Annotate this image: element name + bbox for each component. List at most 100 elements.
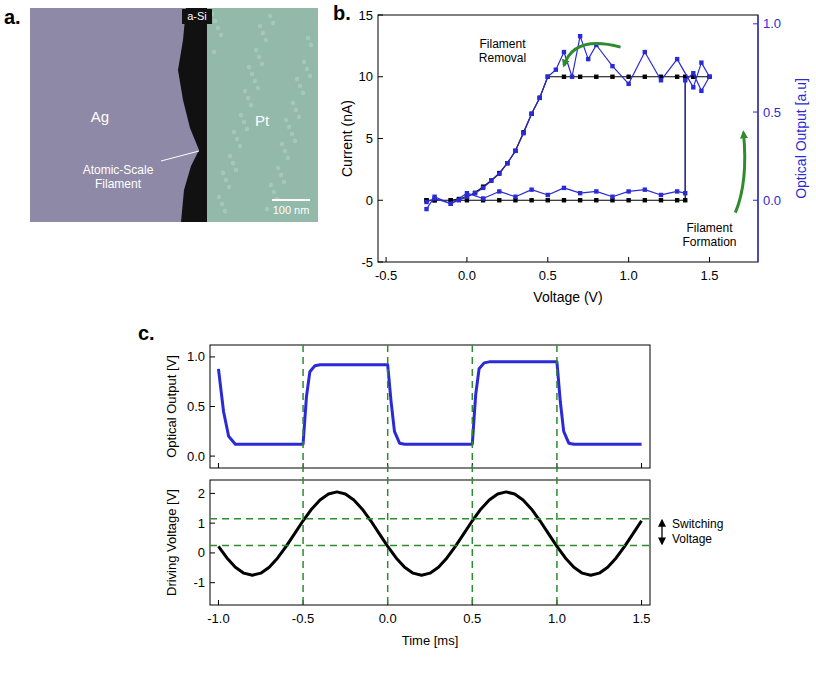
x-tick [466, 257, 467, 262]
grain [298, 84, 302, 88]
scale-bar [272, 199, 310, 201]
data-point [610, 195, 614, 199]
grain [254, 48, 258, 52]
micrograph: a-SiAgPtAtomic-ScaleFilament100 nm [30, 8, 318, 222]
data-point [659, 193, 663, 197]
data-point [675, 75, 679, 79]
y2-axis-line [757, 15, 758, 262]
y-tick [210, 582, 215, 583]
annotation: SwitchingVoltage [672, 517, 723, 546]
direction-arrow [564, 44, 621, 66]
y-tick-label: 0 [198, 545, 205, 560]
data-point [570, 75, 574, 79]
data-point [505, 161, 509, 165]
y-tick-label: -1 [193, 575, 205, 590]
data-point [562, 50, 566, 54]
data-point [513, 149, 517, 153]
data-point [529, 112, 533, 116]
filament-label: Atomic-ScaleFilament [83, 163, 154, 191]
data-point [513, 149, 517, 153]
x-tick [641, 463, 642, 468]
data-point [497, 189, 501, 193]
grain [224, 178, 228, 182]
data-point [659, 198, 663, 202]
data-point [626, 189, 630, 193]
grain [223, 209, 227, 213]
data-point [643, 198, 647, 202]
x-tick-label: -0.5 [292, 611, 314, 626]
electrode-label: Ag [91, 108, 109, 125]
grain [242, 120, 246, 124]
data-point [562, 198, 566, 202]
a-si-layer [30, 8, 318, 222]
grain [309, 43, 313, 47]
x-tick [628, 257, 629, 262]
grain [246, 96, 250, 100]
series-line [218, 362, 641, 444]
data-point [610, 64, 614, 68]
series-line [427, 36, 710, 209]
data-point [457, 198, 461, 202]
grain [239, 113, 243, 117]
y-tick [210, 493, 215, 494]
text-line: Atomic-Scale [83, 163, 154, 177]
x-tick [218, 463, 219, 468]
data-point [643, 187, 647, 191]
panel-letter: c. [138, 322, 155, 344]
grain [250, 72, 254, 76]
x-axis-title: Voltage (V) [533, 289, 602, 305]
grain [276, 166, 280, 170]
data-point [578, 198, 582, 202]
grain [261, 31, 265, 35]
data-point [683, 191, 687, 195]
grain [264, 38, 268, 42]
y-tick-label: 1.0 [187, 349, 205, 364]
data-point [675, 198, 679, 202]
y-tick [753, 200, 758, 201]
plot-frame [210, 480, 650, 605]
grain [247, 65, 251, 69]
data-point [465, 194, 469, 198]
y2-axis-title: Optical Output [a.u] [793, 78, 809, 199]
data-point [529, 187, 533, 191]
grain [212, 50, 216, 54]
grain [282, 180, 286, 184]
y-tick [210, 523, 215, 524]
grain [286, 156, 290, 160]
series-line [218, 492, 641, 575]
reference-line [556, 345, 558, 605]
y-tick [378, 138, 383, 139]
data-point [521, 131, 525, 135]
grain [235, 137, 239, 141]
y-axis-title: Driving Voltage [V] [164, 489, 179, 596]
data-point [675, 189, 679, 193]
grain [294, 108, 298, 112]
y-tick [378, 76, 383, 77]
y-tick-label: 0 [366, 193, 373, 208]
x-tick-label: 0.0 [458, 268, 476, 283]
grain [291, 101, 295, 105]
grain [302, 60, 306, 64]
data-point [626, 198, 630, 202]
x-tick-label: 0.0 [379, 611, 397, 626]
grain [219, 33, 223, 37]
y-tick-label: 5 [366, 131, 373, 146]
data-point [449, 202, 453, 206]
data-point [497, 172, 501, 176]
y-tick-label: 0.5 [763, 105, 781, 120]
direction-arrow [735, 132, 744, 212]
grain [272, 190, 276, 194]
grain [243, 89, 247, 93]
ag-electrode [30, 8, 199, 222]
grain [297, 115, 301, 119]
x-tick-label: 1.5 [700, 268, 718, 283]
data-point [699, 60, 703, 64]
grain [216, 26, 220, 30]
text-line: Voltage [672, 532, 712, 546]
y-tick [210, 406, 215, 407]
grain [245, 127, 249, 131]
data-point [659, 78, 663, 82]
data-point [554, 67, 558, 71]
grain [308, 74, 312, 78]
y-tick [378, 262, 383, 263]
